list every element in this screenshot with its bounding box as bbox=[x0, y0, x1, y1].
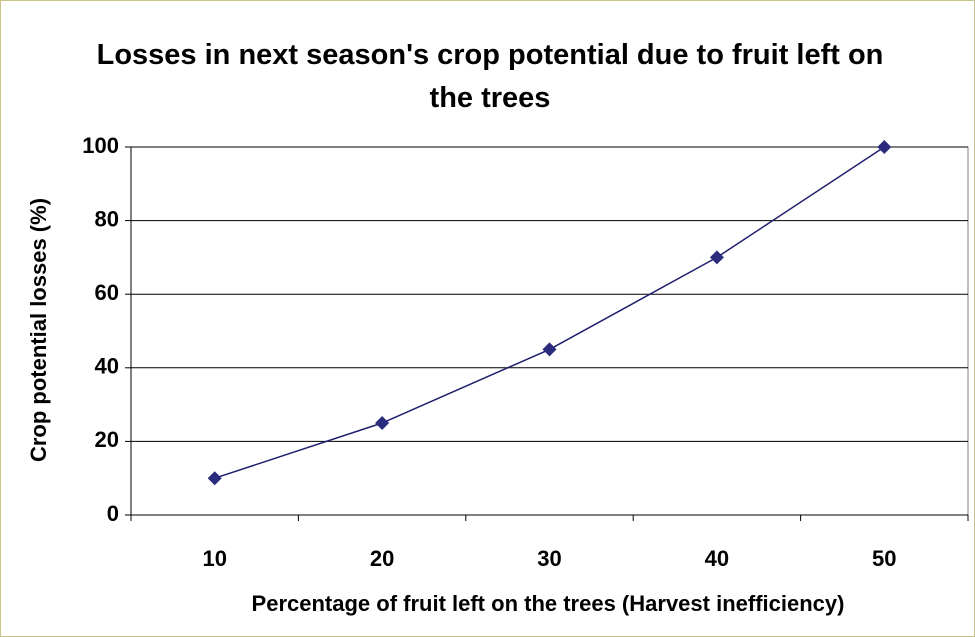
y-tick-label: 20 bbox=[95, 427, 119, 452]
y-tick-label: 0 bbox=[107, 501, 119, 526]
marker bbox=[375, 416, 390, 430]
y-axis-label: Crop potential losses (%) bbox=[26, 198, 51, 462]
y-tick-label: 80 bbox=[95, 206, 119, 231]
chart-title: Losses in next season's crop potential d… bbox=[96, 39, 884, 114]
y-tick-label: 40 bbox=[95, 354, 119, 379]
line bbox=[214, 146, 885, 479]
y-tick-label: 100 bbox=[82, 133, 119, 158]
marker bbox=[207, 471, 222, 486]
x-tick-label: 50 bbox=[872, 546, 896, 571]
x-tick-label: 40 bbox=[705, 546, 729, 571]
marker bbox=[877, 140, 892, 154]
x-axis-label: Percentage of fruit left on the trees (H… bbox=[252, 591, 845, 616]
x-tick-label: 10 bbox=[202, 546, 226, 571]
marker bbox=[709, 250, 724, 265]
y-tick-label: 60 bbox=[95, 280, 119, 305]
x-tick-label: 30 bbox=[537, 546, 561, 571]
plot-area bbox=[130, 146, 969, 516]
x-tick-label: 20 bbox=[370, 546, 394, 571]
marker bbox=[542, 342, 557, 357]
